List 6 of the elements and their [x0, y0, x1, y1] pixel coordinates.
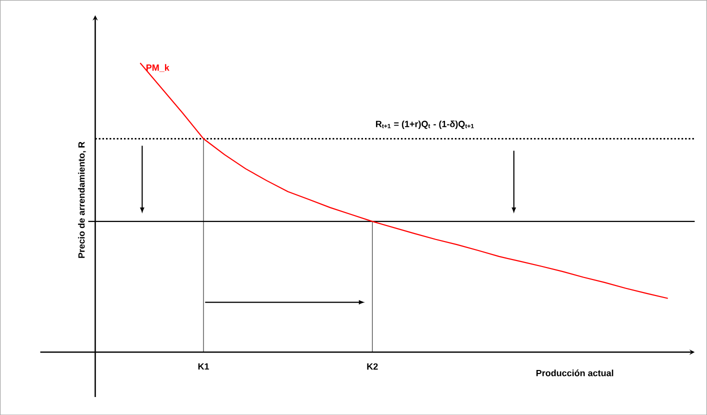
- x-tick-label: K2: [367, 363, 378, 370]
- x-axis-title: Producción actual: [536, 369, 614, 376]
- series-label: PM_k: [146, 64, 170, 72]
- x-tick-label: K1: [198, 363, 209, 370]
- ref-line-label: R$_{t+1}$ = (1+r)Q$_{t}$ - (1-δ)Q$_{t+1}$: [376, 120, 474, 129]
- y-axis-title: Precio de arrendamiento, R: [78, 142, 86, 258]
